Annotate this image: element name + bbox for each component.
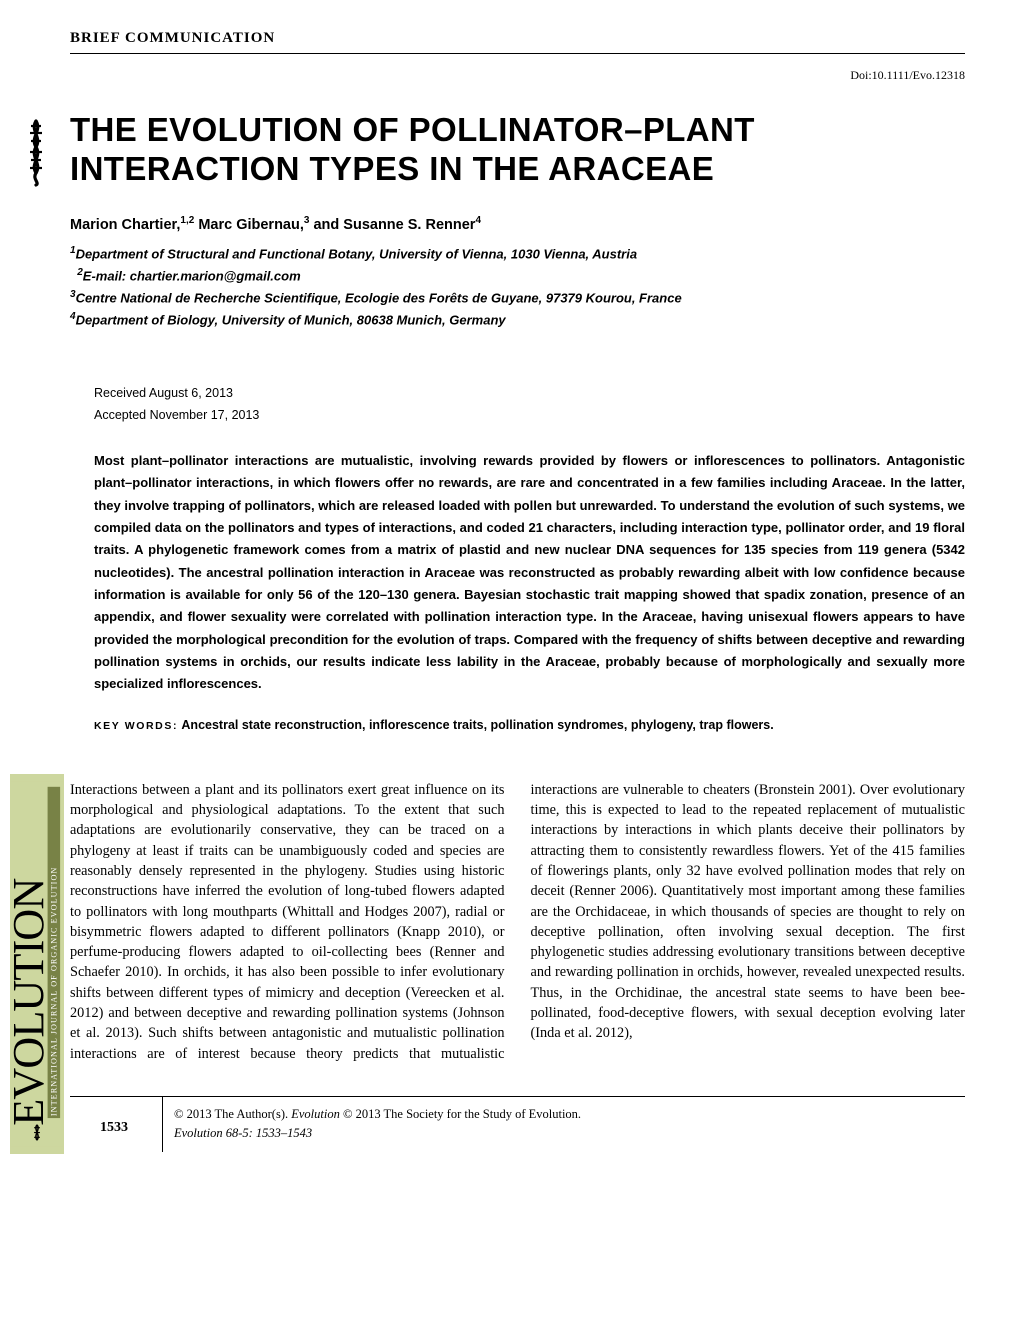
affiliation: 1Department of Structural and Functional… — [70, 243, 965, 265]
keywords-value: Ancestral state reconstruction, inflores… — [181, 718, 773, 732]
journal-brand-sidebar: EVOLUTION INTERNATIONAL JOURNAL OF ORGAN… — [10, 774, 64, 1154]
abstract: Most plant–pollinator interactions are m… — [94, 450, 965, 696]
keywords: KEY WORDS: Ancestral state reconstructio… — [94, 718, 965, 732]
footer-divider — [162, 1096, 163, 1152]
journal-logo-icon — [12, 115, 60, 187]
section-label: BRIEF COMMUNICATION — [70, 30, 965, 47]
accepted-date: Accepted November 17, 2013 — [94, 405, 965, 426]
copyright-line: © 2013 The Author(s). Evolution © 2013 T… — [174, 1105, 581, 1124]
page-number: 1533 — [100, 1120, 128, 1136]
page-footer: 1533 © 2013 The Author(s). Evolution © 2… — [70, 1096, 965, 1152]
dates-block: Received August 6, 2013 Accepted Novembe… — [94, 383, 965, 426]
header-rule — [70, 53, 965, 54]
svg-text:EVOLUTION: EVOLUTION — [11, 879, 53, 1126]
affiliation: 2E-mail: chartier.marion@gmail.com — [70, 265, 965, 287]
affiliation: 4Department of Biology, University of Mu… — [70, 309, 965, 331]
received-date: Received August 6, 2013 — [94, 383, 965, 404]
footer-rule — [70, 1096, 965, 1097]
body-text: Interactions between a plant and its pol… — [70, 780, 965, 1064]
page-title: THE EVOLUTION OF POLLINATOR–PLANT INTERA… — [70, 111, 965, 189]
authors: Marion Chartier,1,2 Marc Gibernau,3 and … — [70, 215, 965, 233]
keywords-label: KEY WORDS: — [94, 720, 178, 732]
citation-line: Evolution 68-5: 1533–1543 — [174, 1124, 581, 1143]
doi: Doi:10.1111/Evo.12318 — [70, 68, 965, 83]
affiliation: 3Centre National de Recherche Scientifiq… — [70, 287, 965, 309]
affiliations: 1Department of Structural and Functional… — [70, 243, 965, 332]
svg-text:INTERNATIONAL JOURNAL OF ORGAN: INTERNATIONAL JOURNAL OF ORGANIC EVOLUTI… — [50, 867, 59, 1117]
